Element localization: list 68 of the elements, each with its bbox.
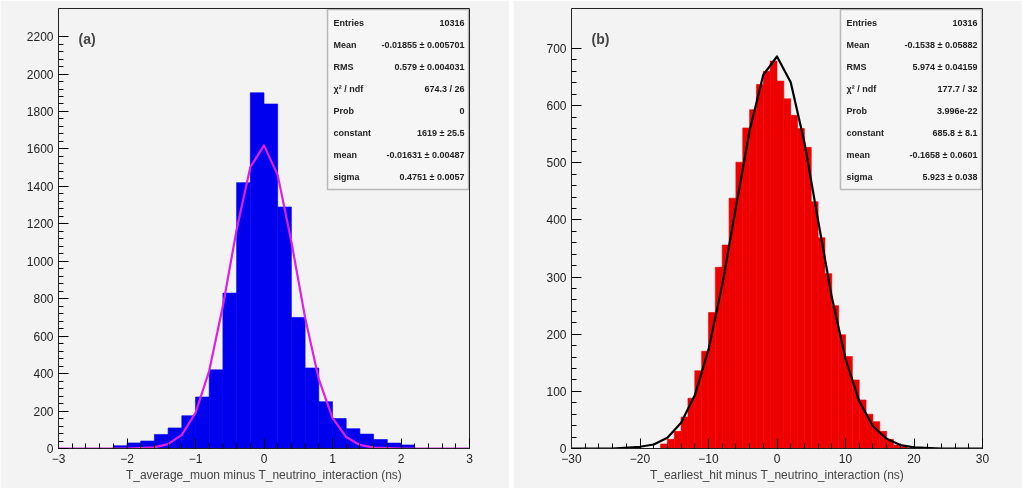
annotation: 5.974 ± 0.04159 <box>912 61 978 72</box>
y-tick-label: 0 <box>46 442 54 456</box>
annotation: 674.3 / 26 <box>424 83 465 94</box>
annotation: -0.01855 ± 0.005701 <box>381 39 465 50</box>
annotation: RMS <box>333 61 354 72</box>
y-tick-label: 400 <box>33 367 54 382</box>
y-tick-label: 500 <box>546 156 567 171</box>
x-tick-label: 10 <box>838 451 853 466</box>
x-axis-title: T_average_muon minus T_neutrino_interaction (ns) <box>125 467 402 482</box>
x-tick-label: −2 <box>120 451 135 466</box>
y-tick-label: 1800 <box>26 104 54 119</box>
y-tick-label: 700 <box>546 42 567 56</box>
x-tick-label: 3 <box>466 451 474 466</box>
y-tick-label: 1000 <box>26 254 54 269</box>
annotation: constant <box>333 127 372 138</box>
y-tick-label: 1200 <box>26 217 54 232</box>
annotation: (a) <box>78 30 96 47</box>
x-tick-label: 20 <box>907 451 921 466</box>
annotation: RMS <box>846 61 867 72</box>
x-tick-label: −1 <box>188 451 203 466</box>
x-tick-label: −20 <box>629 451 651 466</box>
annotation: χ² / ndf <box>846 83 878 94</box>
x-tick-label: 0 <box>773 451 781 466</box>
annotation: 685.8 ± 8.1 <box>932 127 978 138</box>
x-tick-label: 30 <box>975 451 990 466</box>
x-axis-title: T_earliest_hit minus T_neutrino_interaction (ns) <box>649 467 904 482</box>
y-tick-label: 600 <box>546 99 567 114</box>
annotation: 10316 <box>952 17 978 28</box>
annotation: χ² / ndf <box>333 83 365 94</box>
annotation: 1619 ± 25.5 <box>417 127 465 138</box>
y-tick-label: 400 <box>546 213 567 228</box>
y-tick-label: 300 <box>546 270 567 285</box>
annotation: Entries <box>333 17 365 28</box>
annotation: sigma <box>333 171 361 182</box>
annotation: Mean <box>333 39 357 50</box>
annotation: 0 <box>459 105 465 116</box>
x-tick-label: 0 <box>260 451 268 466</box>
annotation: -0.1538 ± 0.05882 <box>904 39 978 50</box>
y-tick-label: 200 <box>546 327 567 342</box>
y-tick-label: 1400 <box>26 179 54 194</box>
annotation: sigma <box>846 171 874 182</box>
annotation: -0.01631 ± 0.00487 <box>386 149 465 160</box>
y-tick-label: 600 <box>33 329 54 344</box>
annotation: 10316 <box>439 17 465 28</box>
y-tick-label: 1600 <box>26 142 54 157</box>
annotation: mean <box>333 149 358 160</box>
y-tick-label: 2200 <box>26 30 54 45</box>
x-tick-label: 1 <box>329 451 337 466</box>
x-tick-label: 2 <box>397 451 405 466</box>
annotation: mean <box>846 149 871 160</box>
y-tick-label: 100 <box>546 384 567 399</box>
annotation: 177.7 / 32 <box>937 83 978 94</box>
y-tick-label: 0 <box>559 442 567 456</box>
y-tick-label: 800 <box>33 292 54 307</box>
annotation: 0.4751 ± 0.0057 <box>399 171 465 182</box>
annotation: Prob <box>333 105 355 116</box>
annotation: 5.923 ± 0.038 <box>922 171 978 182</box>
annotation: 3.996e-22 <box>936 105 978 116</box>
annotation: constant <box>846 127 885 138</box>
y-tick-label: 2000 <box>26 67 54 82</box>
annotation: 0.579 ± 0.004031 <box>394 61 465 72</box>
y-tick-label: 200 <box>33 404 54 419</box>
annotation: -0.1658 ± 0.0601 <box>909 149 978 160</box>
annotation: Prob <box>846 105 868 116</box>
annotation: Mean <box>846 39 870 50</box>
annotation: (b) <box>591 30 610 47</box>
annotation: Entries <box>846 17 878 28</box>
x-tick-label: −10 <box>698 451 719 466</box>
